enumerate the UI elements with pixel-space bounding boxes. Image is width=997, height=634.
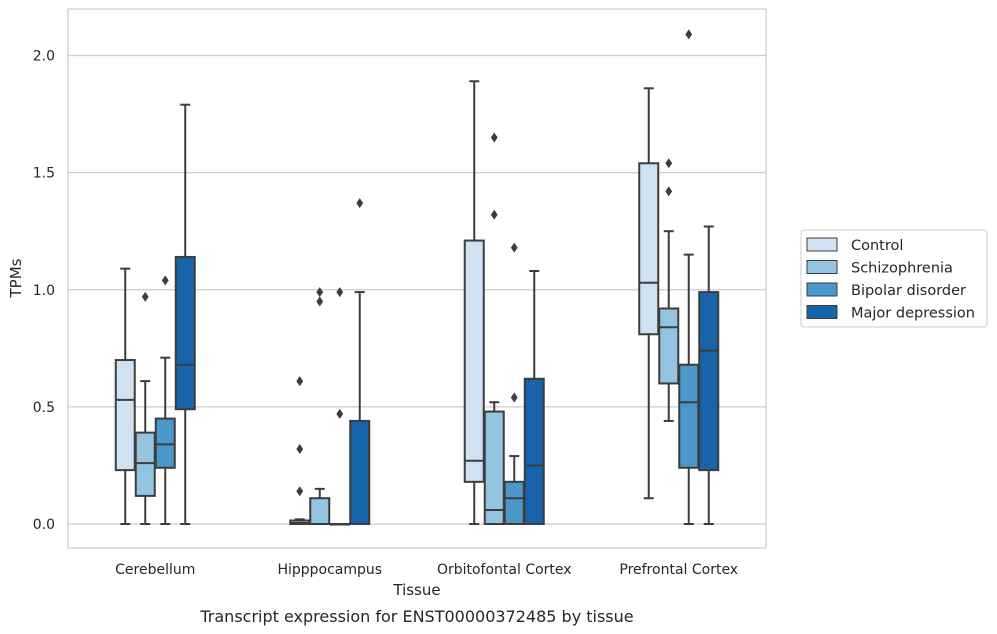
y-tick-label: 1.0 [33, 283, 55, 299]
iqr-box [463, 239, 485, 483]
box-schizophrenia [658, 158, 680, 422]
chart-caption: Transcript expression for ENST0000037248… [199, 607, 633, 626]
legend-frame [800, 229, 988, 328]
x-tick-labels: Cerebellum Hipppocampus Orbitofontal Corte… [115, 562, 738, 578]
box-major-depression [698, 225, 720, 525]
iqr-box [114, 359, 136, 472]
box-bipolar-disorder [678, 29, 700, 525]
outlier-point [665, 158, 673, 169]
legend: Control Schizophrenia Bipolar disorder Majo… [800, 229, 988, 328]
outlier-point [490, 209, 498, 220]
iqr-box [698, 291, 720, 472]
outlier-point [296, 486, 304, 497]
x-tick-label: Orbitofontal Cortex [437, 562, 572, 578]
iqr-box [349, 419, 371, 525]
outlier-point [336, 408, 344, 419]
box-schizophrenia [309, 287, 331, 526]
iqr-box [174, 255, 196, 411]
outlier-point [356, 198, 364, 209]
legend-swatch [806, 282, 838, 297]
iqr-box [638, 162, 660, 336]
outlier-point [296, 376, 304, 387]
outlier-point [510, 242, 518, 253]
x-axis-label: Tissue [392, 581, 440, 599]
iqr-box [134, 431, 156, 497]
x-tick-label: Prefrontal Cortex [619, 562, 738, 578]
x-tick-label: Hipppocampus [277, 562, 382, 578]
y-tick-label: 2.0 [33, 49, 55, 65]
outlier-point [490, 132, 498, 143]
iqr-box [678, 363, 700, 469]
outlier-point [161, 275, 169, 286]
y-axis-label: TPMs [7, 258, 25, 298]
box-control [289, 376, 311, 526]
box-control [463, 80, 485, 525]
boxes [114, 29, 720, 526]
legend-label: Control [851, 238, 903, 254]
legend-label: Bipolar disorder [851, 283, 966, 299]
x-tick-label: Cerebellum [115, 562, 195, 578]
iqr-box [523, 377, 545, 526]
iqr-box [658, 307, 680, 385]
legend-label: Schizophrenia [851, 261, 953, 277]
box-bipolar-disorder [154, 275, 176, 525]
box-major-depression [174, 103, 196, 525]
legend-swatch [806, 260, 838, 274]
y-tick-label: 0.5 [33, 400, 55, 416]
outlier-point [316, 287, 324, 298]
outlier-point [685, 29, 693, 40]
box-schizophrenia [483, 132, 505, 525]
legend-swatch [806, 305, 838, 319]
iqr-box [309, 497, 331, 526]
y-tick-label: 1.5 [33, 166, 55, 182]
outlier-point [510, 392, 518, 403]
iqr-box [483, 410, 505, 525]
y-tick-label: 0.0 [33, 517, 55, 533]
y-tick-labels: 0.0 0.5 1.0 1.5 2.0 [33, 49, 55, 534]
iqr-box [503, 480, 525, 525]
outlier-point [296, 444, 304, 455]
outlier-point [141, 291, 149, 302]
iqr-box [154, 417, 176, 469]
box-bipolar-disorder [329, 287, 351, 526]
legend-swatch [806, 237, 838, 252]
box-control [638, 87, 660, 500]
plot-frame [67, 8, 767, 549]
box-control [114, 267, 136, 525]
box-major-depression [523, 270, 545, 526]
box-bipolar-disorder [503, 242, 525, 525]
box-major-depression [349, 198, 371, 525]
box-schizophrenia [134, 291, 156, 525]
outlier-point [336, 287, 344, 298]
outlier-point [316, 296, 324, 307]
outlier-point [665, 186, 673, 197]
legend-label: Major depression [851, 306, 975, 322]
